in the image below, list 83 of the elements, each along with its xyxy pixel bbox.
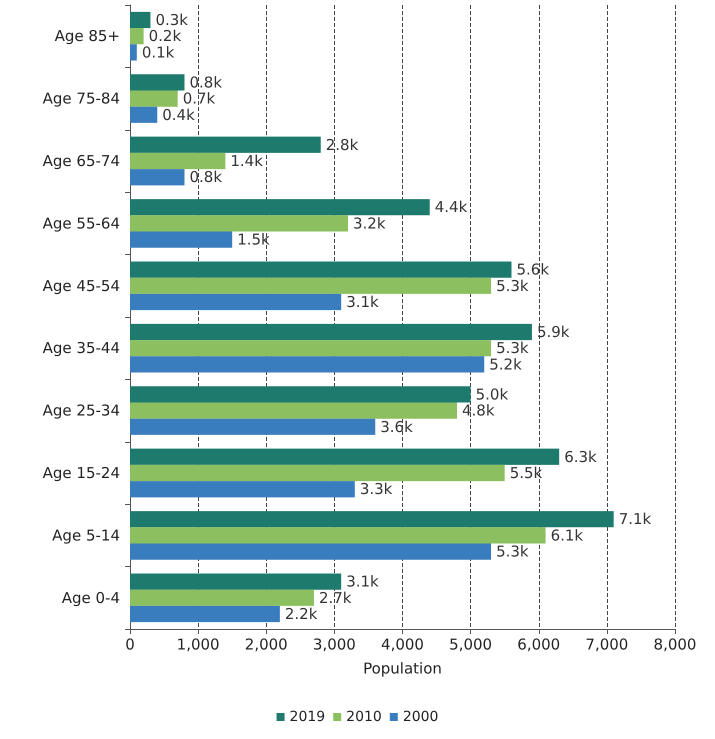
data-label: 5.9k [536, 322, 570, 341]
y-tick-label: Age 85+ [54, 27, 120, 46]
data-label: 0.3k [155, 10, 188, 29]
data-label: 5.2k [489, 355, 522, 374]
data-label: 3.1k [346, 572, 380, 591]
legend-label: 2000 [402, 709, 438, 725]
bar [130, 481, 355, 498]
data-label: 0.4k [162, 106, 196, 124]
y-tick-label: Age 65-74 [42, 152, 120, 170]
data-label: 3.1k [346, 293, 380, 312]
bar [130, 294, 342, 310]
data-label: 1.5k [237, 230, 270, 249]
y-tick-label: Age 25-34 [42, 402, 120, 420]
y-tick-label: Age 5-14 [52, 526, 120, 544]
x-tick-label: 5,000 [449, 636, 492, 654]
x-tick-label: 6,000 [517, 636, 560, 654]
data-label: 0.8k [190, 73, 222, 92]
data-label: 1.4k [230, 152, 264, 170]
legend-label: 2010 [346, 709, 382, 725]
bar [130, 418, 376, 435]
x-tick-label: 8,000 [654, 636, 696, 654]
data-label: 5.0k [476, 385, 508, 404]
bar [130, 590, 314, 606]
bar [130, 261, 512, 278]
x-axis-title: Population [363, 660, 442, 678]
bar [130, 278, 492, 294]
bar [130, 106, 158, 123]
bar [130, 324, 532, 340]
bar [130, 544, 492, 560]
bar [130, 74, 184, 90]
y-tick-label: Age 45-54 [42, 276, 120, 295]
bar [130, 573, 342, 590]
bar [130, 448, 560, 465]
y-tick-label: Age 15-24 [42, 464, 120, 482]
bar [130, 152, 226, 170]
bar [130, 340, 492, 356]
bar [130, 215, 348, 232]
x-tick-label: 3,000 [312, 636, 356, 654]
data-label: 6.3k [564, 448, 598, 466]
data-label: 0.1k [142, 43, 175, 62]
bar [130, 606, 280, 622]
x-tick-label: 1,000 [176, 636, 220, 654]
bar [130, 386, 471, 402]
bar [130, 28, 144, 44]
data-label: 3.6k [380, 418, 414, 436]
bar [130, 527, 546, 544]
bar [130, 136, 321, 153]
data-label: 5.3k [496, 339, 529, 358]
data-label: 5.3k [496, 276, 529, 295]
bar [130, 464, 505, 482]
data-label: 4.8k [462, 402, 495, 420]
data-label: 2.8k [326, 136, 359, 154]
bar [130, 511, 614, 528]
bar [130, 90, 178, 107]
x-tick-label: 0 [125, 636, 135, 654]
data-label: 7.1k [618, 510, 652, 528]
bar [130, 12, 150, 28]
y-tick-label: Age 75-84 [42, 90, 120, 108]
data-label: 0.8k [190, 168, 222, 186]
y-tick-label: Age 55-64 [42, 214, 120, 232]
data-label: 2.7k [318, 588, 352, 607]
bar [130, 44, 137, 61]
data-label: 5.5k [510, 464, 543, 482]
data-label: 3.2k [353, 214, 386, 232]
data-label: 0.2k [148, 27, 182, 46]
data-label: 3.3k [360, 480, 393, 498]
bar [130, 169, 184, 186]
y-tick-label: Age 0-4 [62, 588, 120, 607]
legend-label: 2019 [290, 709, 326, 725]
bar [130, 402, 457, 419]
x-tick-label: 4,000 [381, 636, 424, 654]
y-tick-label: Age 35-44 [42, 339, 120, 358]
data-label: 5.3k [496, 542, 529, 561]
bar [130, 199, 430, 216]
data-label: 0.7k [182, 90, 216, 108]
bar [130, 232, 232, 248]
data-label: 4.4k [434, 198, 468, 216]
x-tick-label: 2,000 [244, 636, 288, 654]
data-label: 5.6k [516, 260, 550, 279]
x-tick-label: 7,000 [585, 636, 628, 654]
bar [130, 356, 484, 373]
data-label: 6.1k [550, 526, 584, 544]
data-label: 2.2k [284, 605, 318, 624]
